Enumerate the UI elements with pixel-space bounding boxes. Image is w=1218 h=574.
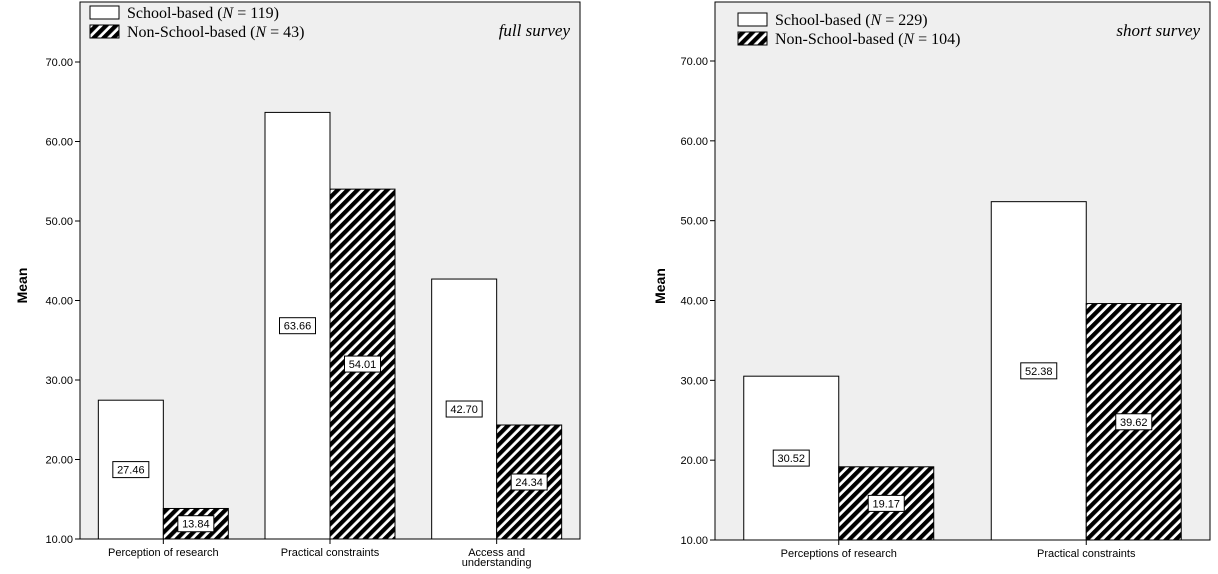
data-label-box: [772, 449, 810, 467]
data-label: 39.62: [1120, 417, 1148, 429]
y-tick-label: 70.00: [680, 56, 708, 68]
x-tick-label: Perception of research: [108, 547, 219, 559]
y-tick-label: 50.00: [45, 216, 73, 228]
y-tick-label: 40.00: [45, 296, 73, 308]
data-label: 63.66: [284, 321, 312, 333]
data-label-box: [1115, 413, 1153, 431]
y-tick-label: 40.00: [680, 296, 708, 308]
bar: [431, 278, 498, 540]
legend-label: School-based (N = 229): [775, 12, 928, 29]
data-label-box: [177, 515, 215, 533]
data-label: 27.46: [117, 465, 145, 477]
data-label-box: [445, 400, 483, 418]
data-label: 24.34: [515, 477, 543, 489]
legend-swatch: [737, 31, 768, 46]
data-label-box: [279, 317, 316, 335]
chart-panel-2: 10.00 20.00 30.00 40.00 50.00 60.00 70.00 Mean 3…: [652, 1, 1211, 560]
legend-swatch: [89, 5, 120, 20]
y-tick-label: 10.00: [680, 535, 708, 547]
y-tick-label: 20.00: [45, 455, 73, 467]
y-tick-label: 10.00: [45, 534, 73, 546]
y-axis-label: Mean: [652, 268, 668, 304]
y-tick-label: 50.00: [680, 216, 708, 228]
panel-tag: full survey: [499, 21, 571, 40]
panel-tag: short survey: [1116, 21, 1200, 40]
data-label-box: [510, 473, 548, 491]
data-label: 42.70: [450, 404, 478, 416]
legend-label: Non-School-based (N = 43): [127, 24, 304, 41]
x-tick-label: Practical constraints: [1037, 548, 1136, 560]
data-label: 30.52: [777, 453, 805, 465]
x-tick-label: understanding: [462, 557, 532, 569]
legend-label: Non-School-based (N = 104): [775, 31, 960, 48]
data-label-box: [1020, 362, 1058, 380]
y-tick-label: 60.00: [45, 137, 73, 149]
data-label: 52.38: [1025, 366, 1053, 378]
data-label-box: [867, 494, 905, 512]
y-tick-label: 70.00: [45, 57, 73, 69]
y-axis-label: Mean: [14, 268, 30, 304]
y-tick-label: 60.00: [680, 136, 708, 148]
data-label: 19.17: [872, 498, 900, 510]
legend-label: School-based (N = 119): [127, 5, 279, 22]
x-tick-label: Perceptions of research: [781, 548, 897, 560]
chart-panel-1: 10.00 20.00 30.00 40.00 50.00 60.00 70.00 Mean 2…: [14, 1, 581, 569]
data-label-box: [112, 461, 150, 479]
legend-swatch: [737, 12, 768, 27]
x-tick-label: Access and: [468, 547, 525, 559]
legend-swatch: [89, 24, 120, 39]
data-label: 54.01: [349, 359, 377, 371]
x-tick-label: Practical constraints: [281, 547, 380, 559]
y-tick-label: 30.00: [45, 375, 73, 387]
y-tick-label: 20.00: [680, 455, 708, 467]
y-tick-label: 30.00: [680, 375, 708, 387]
data-label-box: [344, 355, 381, 373]
data-label: 13.84: [182, 519, 210, 531]
